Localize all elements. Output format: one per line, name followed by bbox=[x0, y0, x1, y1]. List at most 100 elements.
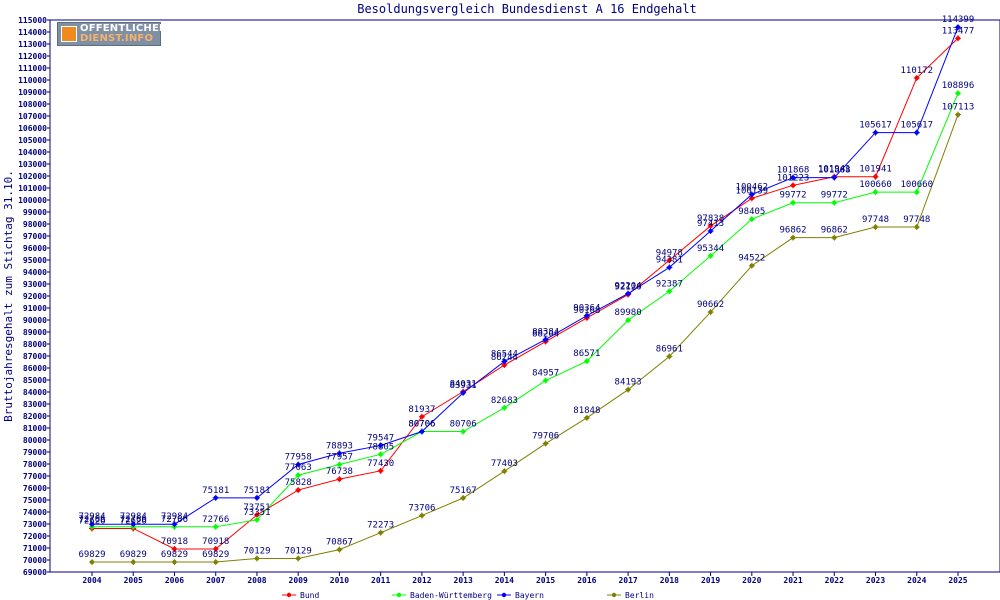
data-point bbox=[336, 546, 343, 553]
data-label: 92120 bbox=[615, 283, 642, 293]
y-tick-label: 77000 bbox=[23, 472, 47, 481]
data-point bbox=[336, 450, 343, 457]
data-point bbox=[707, 309, 714, 316]
data-point bbox=[872, 189, 879, 196]
data-label: 72984 bbox=[120, 512, 147, 522]
data-label: 88384 bbox=[532, 327, 559, 337]
y-tick-label: 99000 bbox=[23, 208, 47, 217]
data-point bbox=[913, 74, 920, 81]
series-line bbox=[92, 37, 959, 550]
data-label: 80706 bbox=[450, 420, 477, 430]
data-label: 90662 bbox=[697, 300, 724, 310]
y-tick-label: 87000 bbox=[23, 352, 47, 361]
y-tick-label: 85000 bbox=[23, 376, 47, 385]
legend-item: Berlin bbox=[607, 591, 654, 600]
legend-swatch-dot bbox=[611, 592, 617, 598]
data-label: 100139 bbox=[736, 186, 769, 196]
data-label: 69829 bbox=[202, 550, 229, 560]
data-label: 101223 bbox=[777, 173, 810, 183]
data-point bbox=[913, 129, 920, 136]
y-tick-label: 96000 bbox=[23, 244, 47, 253]
x-tick-label: 2018 bbox=[660, 576, 679, 585]
x-tick-label: 2020 bbox=[742, 576, 761, 585]
y-tick-label: 103000 bbox=[18, 160, 47, 169]
y-tick-label: 91000 bbox=[23, 304, 47, 313]
x-tick-label: 2009 bbox=[289, 576, 308, 585]
data-label: 81848 bbox=[573, 406, 600, 416]
y-tick-label: 111000 bbox=[18, 64, 47, 73]
logo-line-1: OFFENTLICHER bbox=[80, 23, 167, 34]
x-tick-label: 2006 bbox=[165, 576, 184, 585]
data-label: 69829 bbox=[78, 550, 105, 560]
data-point bbox=[418, 428, 425, 435]
legend: Bund Baden-Württemberg Bayern Berlin bbox=[282, 591, 654, 600]
x-axis: 2004 2005 2006 2007 2008 2009 2010 2011 2012 2013… bbox=[82, 572, 968, 585]
data-label: 89980 bbox=[615, 308, 642, 318]
y-tick-label: 110000 bbox=[18, 76, 47, 85]
data-point bbox=[460, 389, 467, 396]
data-label: 100660 bbox=[901, 180, 934, 190]
data-label: 72984 bbox=[78, 512, 105, 522]
data-label: 79547 bbox=[367, 433, 394, 443]
data-label: 80706 bbox=[408, 420, 435, 430]
y-tick-label: 97000 bbox=[23, 232, 47, 241]
data-point bbox=[831, 174, 838, 181]
legend-label: Bund bbox=[300, 591, 319, 600]
y-tick-label: 92000 bbox=[23, 292, 47, 301]
data-label: 105617 bbox=[859, 121, 892, 131]
data-point bbox=[377, 529, 384, 536]
data-label: 114399 bbox=[942, 15, 975, 25]
data-label: 78805 bbox=[367, 442, 394, 452]
series-1 bbox=[89, 35, 961, 552]
data-label: 97838 bbox=[697, 214, 724, 224]
data-label: 70129 bbox=[243, 546, 270, 556]
data-point bbox=[212, 545, 219, 552]
data-label: 72626 bbox=[78, 516, 105, 526]
data-point bbox=[253, 516, 260, 523]
data-point bbox=[542, 440, 549, 447]
data-point bbox=[831, 199, 838, 206]
data-label: 69829 bbox=[120, 550, 147, 560]
x-tick-label: 2021 bbox=[783, 576, 802, 585]
y-tick-label: 88000 bbox=[23, 340, 47, 349]
data-label: 94522 bbox=[738, 254, 765, 264]
data-label: 110172 bbox=[901, 66, 934, 76]
x-tick-label: 2004 bbox=[82, 576, 101, 585]
y-tick-label: 114000 bbox=[18, 28, 47, 37]
x-tick-label: 2013 bbox=[454, 576, 473, 585]
data-label: 84031 bbox=[450, 380, 477, 390]
series-line bbox=[92, 93, 959, 528]
data-label: 96862 bbox=[780, 226, 807, 236]
data-label: 96862 bbox=[821, 226, 848, 236]
series-4 bbox=[89, 111, 961, 566]
data-point bbox=[212, 559, 219, 566]
data-point bbox=[583, 414, 590, 421]
data-point bbox=[872, 224, 879, 231]
data-point bbox=[418, 512, 425, 519]
y-tick-label: 115000 bbox=[18, 16, 47, 25]
data-point bbox=[790, 199, 797, 206]
x-tick-label: 2016 bbox=[577, 576, 596, 585]
data-point bbox=[253, 511, 260, 518]
data-label: 99772 bbox=[780, 191, 807, 201]
data-point bbox=[212, 494, 219, 501]
data-label: 75181 bbox=[243, 486, 270, 496]
data-label: 77403 bbox=[491, 459, 518, 469]
logo-line-2: DIENST.INFO bbox=[80, 33, 154, 44]
legend-swatch-dot bbox=[396, 592, 402, 598]
y-tick-label: 86000 bbox=[23, 364, 47, 373]
y-tick-label: 105000 bbox=[18, 136, 47, 145]
x-tick-label: 2025 bbox=[948, 576, 967, 585]
data-point bbox=[89, 559, 95, 566]
data-label: 75167 bbox=[450, 486, 477, 496]
y-tick-label: 70000 bbox=[23, 556, 47, 565]
data-label: 94978 bbox=[656, 248, 683, 258]
x-tick-label: 2011 bbox=[371, 576, 390, 585]
y-tick-label: 83000 bbox=[23, 400, 47, 409]
y-tick-label: 94000 bbox=[23, 268, 47, 277]
data-label: 97748 bbox=[903, 215, 930, 225]
data-label: 77957 bbox=[326, 453, 353, 463]
y-tick-label: 72000 bbox=[23, 532, 47, 541]
y-tick-label: 106000 bbox=[18, 124, 47, 133]
data-label: 70918 bbox=[161, 537, 188, 547]
